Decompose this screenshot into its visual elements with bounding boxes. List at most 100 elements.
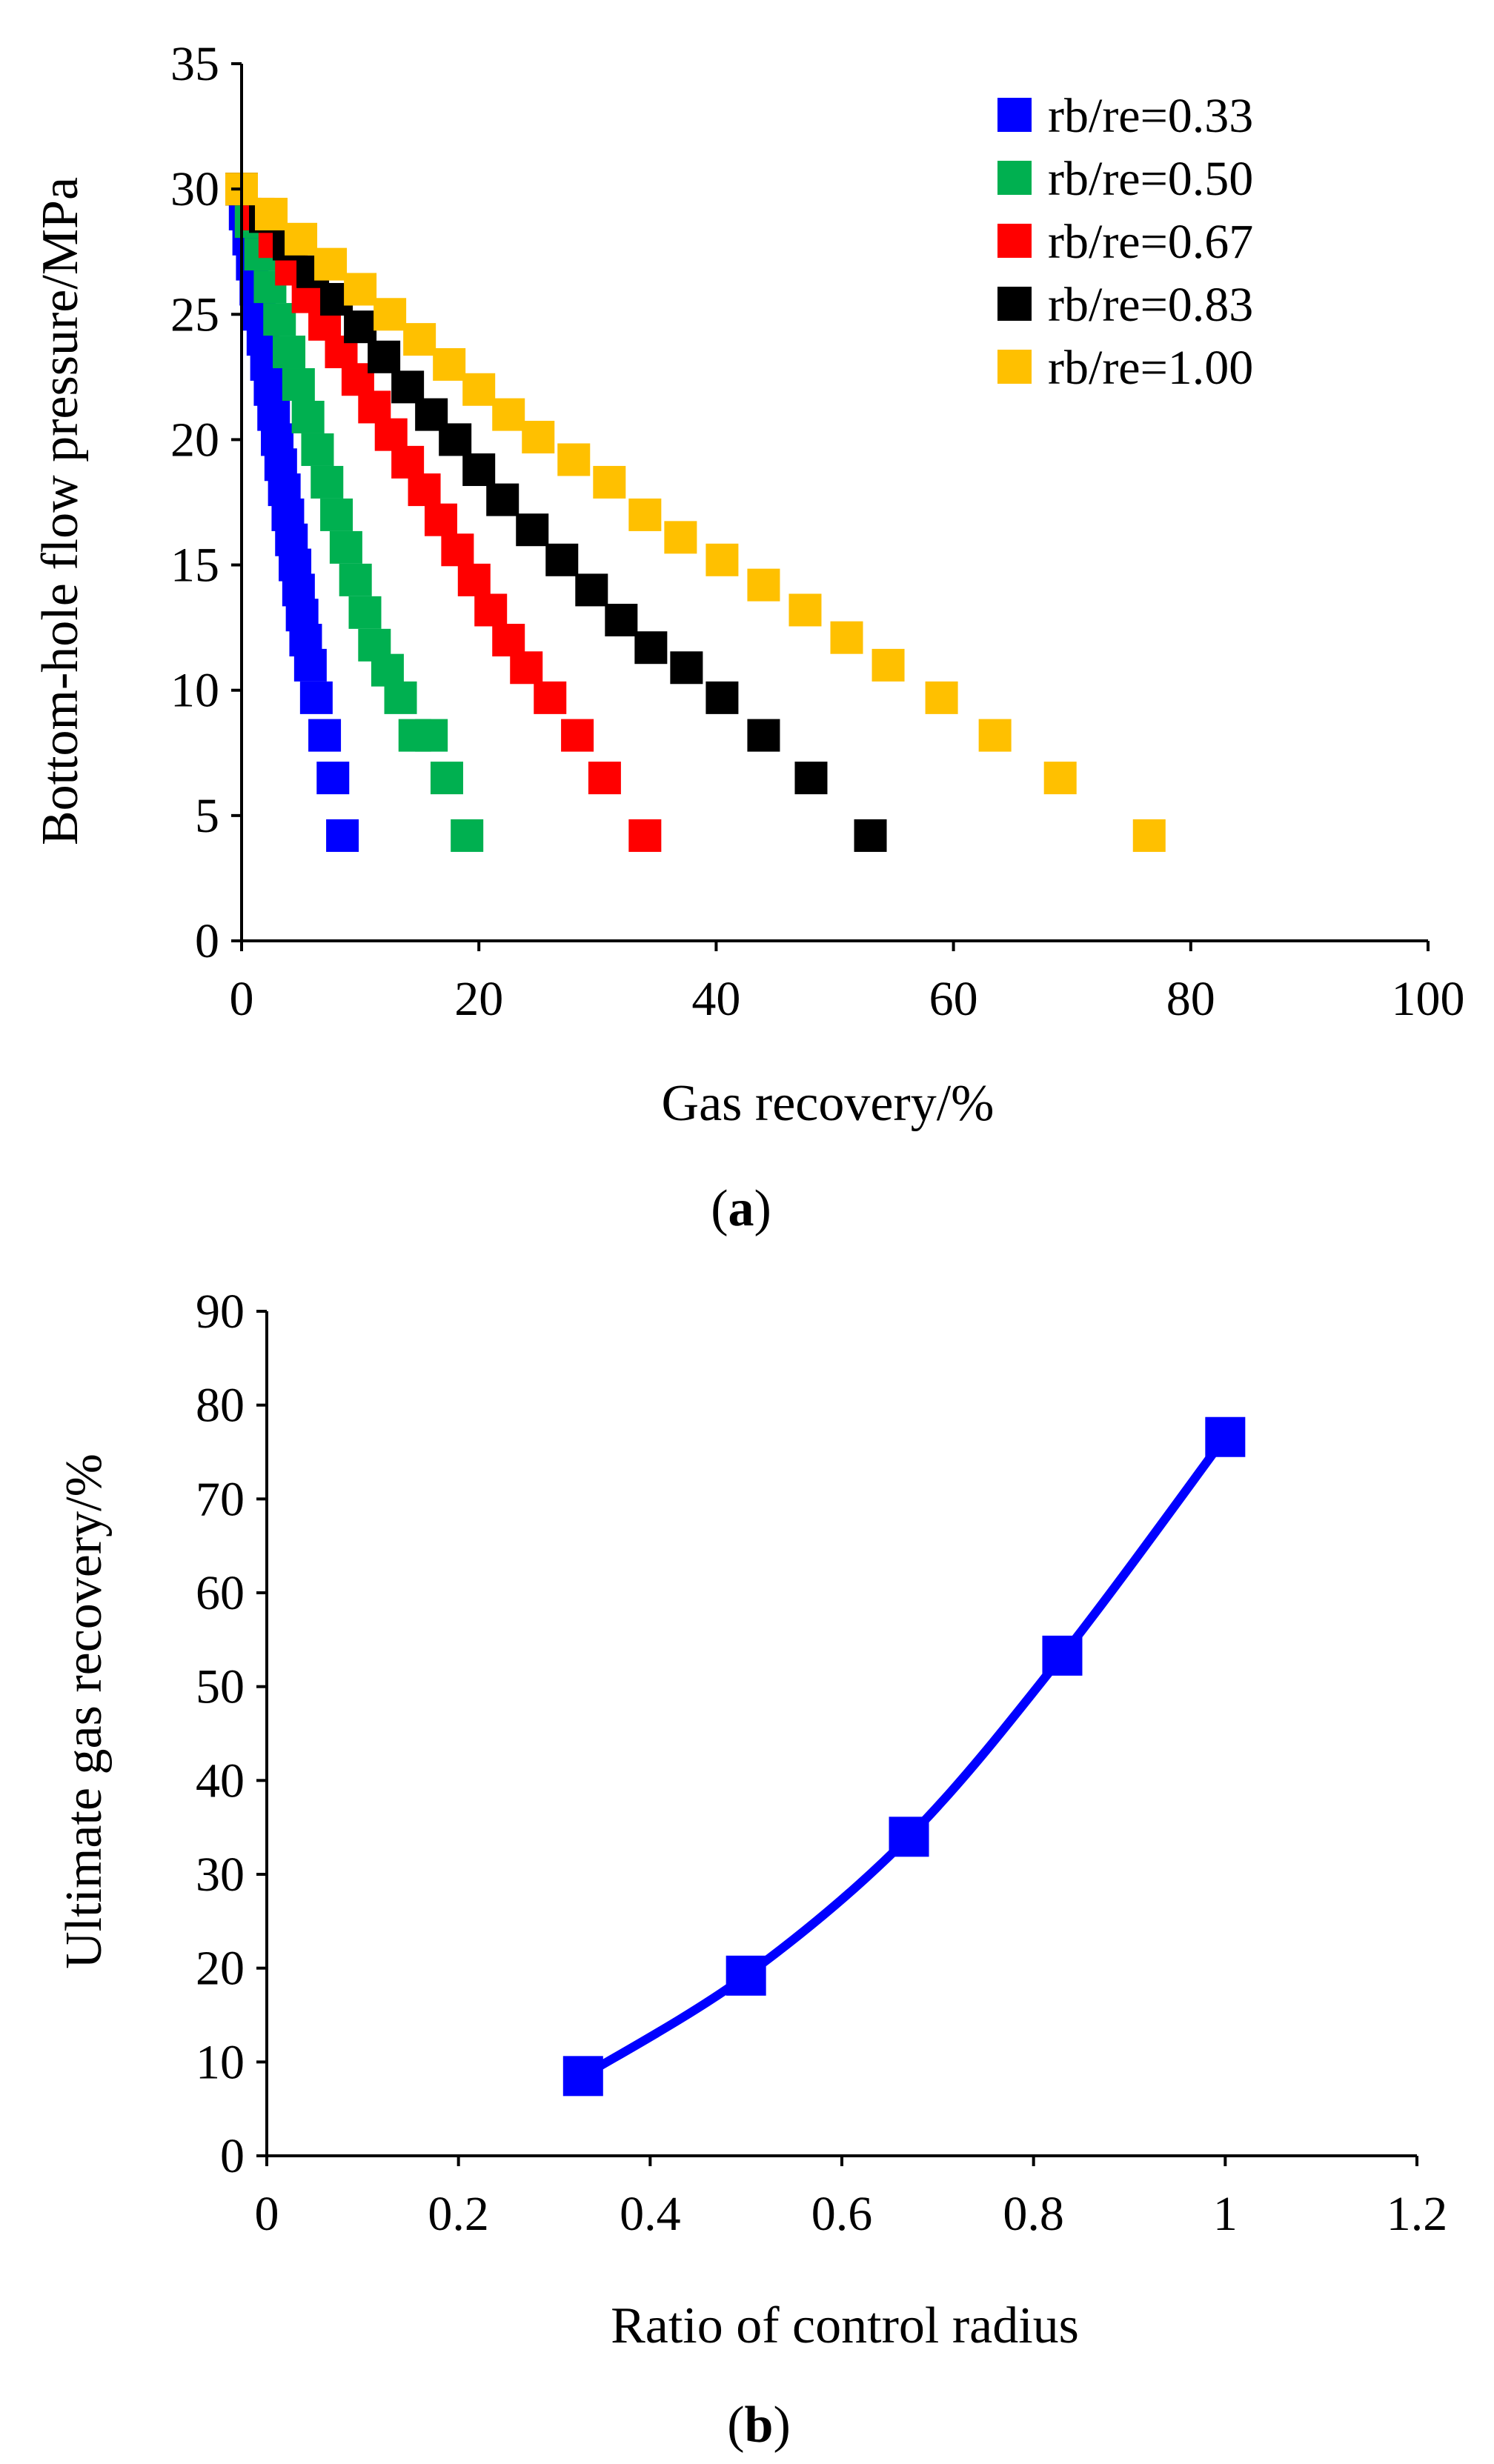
chart-b-data-points [562,1416,1246,2097]
chart-a-point [492,398,525,431]
chart-a-point [368,340,401,373]
chart-a-y-axis-title: Bottom-hole flow pressure/MPa [32,177,89,845]
chart-a-point [384,681,417,714]
chart-a-point [285,222,318,256]
chart-b-y-tick-label: 0 [220,2129,245,2183]
chart-b-axes [256,1310,1418,2166]
chart-a-point [664,521,697,554]
chart-a-point [486,483,519,516]
chart-a-legend-item: rb/re=0.83 [997,278,1253,332]
chart-a-point [978,719,1012,752]
chart-a-point [925,681,958,714]
chart-a-point [374,418,408,451]
chart-a-y-tick-label: 35 [170,37,219,91]
chart-a-y-tick-label: 5 [195,789,219,843]
chart-b-x-tick-label: 0.8 [1003,2187,1064,2241]
chart-a-point [561,719,594,752]
chart-a-point [706,681,739,714]
chart-a-series-5 [225,173,1166,852]
chart-b-line [580,1434,1229,2080]
chart-b-point [1042,1635,1083,1676]
chart-b-x-tick-label: 0 [255,2187,279,2241]
chart-a-point [854,819,887,852]
chart-a-point [430,762,463,795]
chart-b-x-tick-label: 0.4 [620,2187,681,2241]
chart-a-point [339,563,372,596]
chart-b-y-tick-label: 30 [196,1848,245,1902]
chart-a-point [462,373,496,406]
chart-a-point [794,762,828,795]
chart-a-legend-label: rb/re=0.33 [1048,89,1253,143]
chart-a-point [462,453,496,487]
chart-a-point [706,543,739,576]
chart-b-y-tick-label: 10 [196,2035,245,2089]
chart-a-point [374,298,407,331]
chart-a-point [451,819,484,852]
chart-a-point [457,563,491,596]
chart-a-point [433,347,466,381]
chart-a-point [291,400,325,433]
chart-a-legend-swatch [997,98,1032,132]
chart-a-legend-item: rb/re=0.67 [997,215,1253,269]
chart-a-x-tick-label: 80 [1166,972,1215,1026]
chart-a-point [441,533,474,567]
chart-a-y-tick-label: 20 [170,413,219,467]
chart-a-x-tick-label: 40 [691,972,740,1026]
chart-a-point [301,433,334,466]
chart-a-point [593,465,626,499]
chart-a-point [316,762,350,795]
chart-b-y-tick-label: 80 [196,1379,245,1433]
chart-b-y-tick-label: 50 [196,1660,245,1714]
chart-a-point [747,719,780,752]
chart-a-point [516,513,549,547]
chart-b-caption: (b) [727,2397,791,2454]
chart-a-y-tick-label: 15 [170,539,219,593]
chart-a-point [358,390,391,424]
chart-b-point [1205,1416,1246,1457]
chart-a-point [344,310,377,344]
chart-a-legend-swatch [997,287,1032,321]
chart-a-point [311,465,344,499]
chart-a-point [308,719,342,752]
chart-a-point [830,621,863,654]
chart-a-x-tick-label: 0 [230,972,254,1026]
chart-a-point [557,443,591,476]
chart-a-point [415,719,448,752]
chart-a-x-tick-label: 20 [454,972,503,1026]
chart-b-point [562,2056,603,2097]
chart-a-point [670,651,703,685]
chart-a-legend-item: rb/re=1.00 [997,341,1253,395]
chart-a-y-tick-label: 25 [170,287,219,342]
chart-a-point [588,762,621,795]
chart-a-legend-label: rb/re=1.00 [1048,341,1253,395]
chart-a-point [439,423,472,456]
chart-a-point [534,681,567,714]
chart-b-y-tick-label: 70 [196,1472,245,1526]
chart-a-legend-item: rb/re=0.33 [997,89,1253,143]
chart-a-point [408,473,441,507]
chart-b-tick-labels: 0 10 20 30 40 50 60 70 80 90 0 0.2 0.4 0.6 0.8 1 1.2 [196,1285,1447,2241]
chart-a-point [263,303,296,336]
chart-a-y-tick-label: 30 [170,162,219,216]
chart-b-point [889,1817,929,1857]
chart-a-legend-label: rb/re=0.67 [1048,215,1253,269]
chart-a-point [371,653,404,687]
chart-a-point [634,631,668,665]
chart-b-series-line [580,1434,1229,2080]
chart-a-legend-label: rb/re=0.83 [1048,278,1253,332]
chart-a-tick-labels: 0 5 10 15 20 25 30 35 0 20 40 60 80 100 [170,37,1465,1026]
chart-a-point [510,651,543,685]
chart-a-legend-swatch [997,350,1032,384]
chart-a-x-tick-label: 60 [929,972,978,1026]
chart-a-series-4 [225,173,887,852]
chart-a-point [1043,762,1077,795]
chart-a-point [628,819,662,852]
chart-b-x-tick-label: 0.6 [811,2187,873,2241]
chart-a-y-tick-label: 0 [195,914,219,968]
chart-a-data-points [225,173,1166,852]
chart-a-point [344,273,377,306]
chart-b-y-tick-label: 40 [196,1754,245,1808]
chart-a-point [424,503,457,536]
